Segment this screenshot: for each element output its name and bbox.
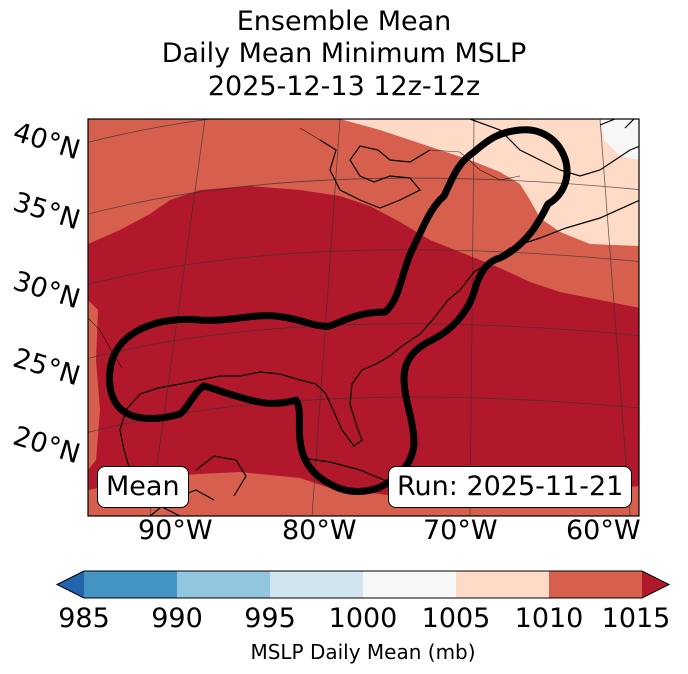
colorbar-tick-1005: 1005 xyxy=(421,603,491,634)
lon-label-70w: 70°W xyxy=(423,515,498,546)
field-1010-1015-southwest xyxy=(88,300,100,470)
meridian-80W xyxy=(311,119,341,516)
colorbar-segment-1010-1015 xyxy=(549,571,642,598)
colorbar-extend-high xyxy=(642,571,669,598)
colorbar-segment-990-995 xyxy=(177,571,270,598)
parallel-30N xyxy=(88,249,639,285)
colorbar-segment-1005-1010 xyxy=(456,571,549,598)
yucatan xyxy=(195,455,247,497)
us-mexico-border xyxy=(88,317,123,369)
colorbar-label: MSLP Daily Mean (mb) xyxy=(250,640,476,664)
mean-label-box: Mean xyxy=(97,466,189,508)
meridian-70W xyxy=(469,119,475,516)
title-line-1: Ensemble Mean xyxy=(236,6,452,37)
graticule xyxy=(88,119,639,516)
us-east-coast xyxy=(119,199,639,516)
run-date-box: Run: 2025-11-21 xyxy=(388,466,633,508)
pressure-contour xyxy=(106,126,571,495)
colorbar-extend-low xyxy=(57,571,84,598)
colorbar-tick-985: 985 xyxy=(58,603,110,634)
parallel-40N xyxy=(88,119,214,143)
map-area xyxy=(88,119,639,516)
parallel-35N xyxy=(88,177,639,215)
great-lakes xyxy=(319,139,431,209)
title-line-2: Daily Mean Minimum MSLP xyxy=(161,38,527,69)
colorbar-tick-1000: 1000 xyxy=(328,603,398,634)
newfoundland xyxy=(599,119,635,129)
map-border xyxy=(87,118,640,517)
colorbar-segment-1000-1005 xyxy=(363,571,456,598)
title-line-3: 2025-12-13 12z-12z xyxy=(207,71,481,102)
lon-label-90w: 90°W xyxy=(138,515,213,546)
colorbar-tick-995: 995 xyxy=(244,603,296,634)
parallel-20N xyxy=(88,396,639,433)
colorbar-segment-995-1000 xyxy=(270,571,363,598)
colorbar-tick-1010: 1010 xyxy=(514,603,584,634)
field-1000-1005 xyxy=(600,119,639,160)
colorbar-segment-985-990 xyxy=(84,571,177,598)
lon-label-80w: 80°W xyxy=(282,515,357,546)
colorbar-tick-1015: 1015 xyxy=(601,603,671,634)
colorbar xyxy=(55,570,671,599)
meridian-60W xyxy=(599,119,631,516)
us-canada-border xyxy=(299,127,521,181)
colorbar-outline xyxy=(55,570,671,599)
lon-label-60w: 60°W xyxy=(566,515,641,546)
colorbar-tick-990: 990 xyxy=(151,603,203,634)
borders xyxy=(88,127,521,369)
